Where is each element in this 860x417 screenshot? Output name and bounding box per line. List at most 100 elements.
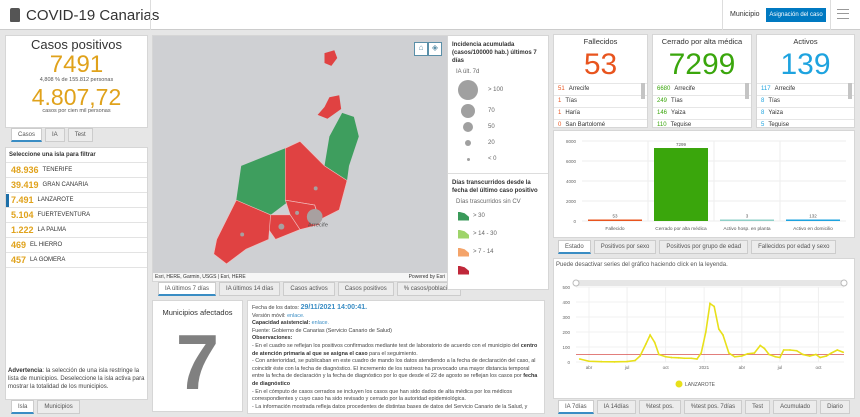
island-item[interactable]: 48.936 TENERIFE: [6, 163, 147, 178]
municipio-row[interactable]: 0 San Bartolomé: [554, 120, 647, 127]
scrollbar[interactable]: [745, 83, 749, 99]
menu-icon[interactable]: [837, 9, 849, 19]
activos-card: Activos 139 117 Arrecife 8 Tías 8 Yaiza 5 Teguise: [756, 34, 855, 128]
layers-icon[interactable]: ◈: [428, 42, 442, 56]
line-chart-tab[interactable]: Acumulado: [773, 400, 818, 414]
municipio-row[interactable]: 110 Teguise: [653, 120, 751, 127]
home-icon[interactable]: ⌂: [414, 42, 428, 56]
map-view[interactable]: Arrecife ⌂ ◈ Esri, HERE, Garmin, USGS | …: [152, 35, 448, 282]
legend-size-item: < 0: [448, 151, 548, 167]
data-point: [753, 352, 756, 354]
bar[interactable]: [654, 148, 708, 221]
bar[interactable]: [588, 219, 642, 222]
map-region[interactable]: [236, 148, 291, 215]
bar-chart-tab[interactable]: Positivos por sexo: [593, 240, 657, 254]
island-item[interactable]: 457 LA GOMERA: [6, 253, 147, 268]
island-item[interactable]: 469 EL HIERRO: [6, 238, 147, 253]
municipio-row[interactable]: 5 Teguise: [757, 120, 854, 127]
line-chart-tab[interactable]: %test pos. 7días: [683, 400, 743, 414]
line-chart-tab[interactable]: Diario: [820, 400, 850, 414]
range-slider[interactable]: [576, 280, 844, 286]
slider-handle-left[interactable]: [572, 279, 580, 287]
map-region[interactable]: [317, 95, 342, 119]
island-item[interactable]: 5.104 FUERTEVENTURA: [6, 208, 147, 223]
cerrados-count: 7299: [668, 47, 736, 81]
fallecidos-title: Fallecidos: [583, 37, 618, 46]
tab-test[interactable]: Test: [67, 128, 93, 142]
map-tab[interactable]: Casos activos: [283, 282, 335, 296]
map-region[interactable]: [324, 50, 338, 66]
data-point: [836, 349, 839, 351]
asignacion-button[interactable]: Asignación del caso: [766, 8, 826, 22]
tab-municipios[interactable]: Municipios: [37, 400, 80, 414]
data-point: [670, 356, 673, 359]
polygon-swatch-icon: [458, 265, 469, 275]
lanzarote-map: Arrecife: [213, 50, 359, 265]
y-tick-label: 8000: [566, 139, 577, 144]
circle-icon: [458, 80, 478, 100]
x-category-label: Fallecido: [605, 226, 625, 232]
line-chart-tab[interactable]: IA 14días: [596, 400, 636, 414]
slider-handle-right[interactable]: [840, 279, 848, 287]
municipio-button[interactable]: Municipio: [730, 11, 760, 18]
map-region[interactable]: [324, 112, 359, 181]
mobile-version-link[interactable]: enlace.: [287, 312, 305, 319]
municipio-row[interactable]: 8 Tías: [757, 96, 854, 108]
island-count: 48.936: [11, 165, 39, 175]
powered-by[interactable]: Powered by Esri: [408, 274, 445, 280]
map-region[interactable]: [213, 199, 271, 265]
tab-isla[interactable]: Isla: [11, 400, 35, 414]
legend-size-item: 50: [448, 119, 548, 135]
data-point: [696, 358, 698, 360]
x-tick-label: oct: [815, 365, 822, 370]
map-tab[interactable]: % casos/población: [396, 282, 461, 296]
line-chart-tab[interactable]: %test pos.: [638, 400, 681, 414]
island-item[interactable]: 7.491 LANZAROTE: [6, 193, 147, 208]
bar-chart-tab[interactable]: Fallecidos por edad y sexo: [751, 240, 837, 254]
data-point: [600, 360, 603, 363]
incidence-circle[interactable]: [306, 208, 323, 225]
positivos-title: Casos positivos: [30, 37, 123, 52]
tab-ia[interactable]: IA: [45, 128, 65, 142]
island-count: 469: [11, 240, 27, 250]
municipio-row[interactable]: 249 Tías: [653, 96, 751, 108]
scrollbar[interactable]: [641, 83, 645, 99]
municipio-row[interactable]: 8 Yaiza: [757, 108, 854, 120]
data-point: [779, 356, 781, 359]
municipio-row[interactable]: 6680 Arrecife: [653, 84, 751, 96]
legend-marker-icon[interactable]: [675, 380, 683, 388]
municipio-row[interactable]: 51 Arrecife: [554, 84, 647, 96]
polygon-swatch-icon: [458, 211, 469, 221]
bar[interactable]: [786, 219, 840, 222]
line-chart-tab[interactable]: IA 7días: [558, 400, 594, 414]
municipio-row[interactable]: 146 Yaiza: [653, 108, 751, 120]
island-item[interactable]: 39.419 GRAN CANARIA: [6, 178, 147, 193]
capacity-link[interactable]: enlace.: [311, 320, 330, 327]
bar-chart-tab[interactable]: Positivos por grupo de edad: [659, 240, 749, 254]
data-point: [626, 360, 628, 363]
map-tab[interactable]: IA últimos 14 días: [219, 282, 281, 296]
bar[interactable]: [720, 219, 774, 222]
island-count: 7.491: [11, 195, 34, 205]
municipio-row[interactable]: 1 Tías: [554, 96, 647, 108]
series-line-lanzarote[interactable]: [579, 302, 844, 363]
municipio-row[interactable]: 117 Arrecife: [757, 84, 854, 96]
legend-label[interactable]: LANZAROTE: [685, 382, 716, 388]
app-title: COVID-19 Canarias: [26, 7, 160, 24]
map-tab[interactable]: IA últimos 7 días: [158, 282, 217, 296]
bar-chart-tab[interactable]: Estado: [558, 240, 591, 254]
data-point: [759, 344, 762, 347]
tab-casos[interactable]: Casos: [11, 128, 43, 142]
data-point: [704, 331, 707, 333]
island-count: 1.222: [11, 225, 34, 235]
scrollbar[interactable]: [848, 83, 852, 99]
x-tick-label: abr: [586, 365, 593, 370]
data-point: [709, 302, 711, 305]
data-point: [588, 360, 590, 363]
line-chart-tab[interactable]: Test: [745, 400, 771, 414]
data-point: [722, 334, 724, 336]
municipio-row[interactable]: 1 Haría: [554, 108, 647, 120]
data-point: [700, 352, 703, 354]
map-tab[interactable]: Casos positivos: [337, 282, 394, 296]
island-item[interactable]: 1.222 LA PALMA: [6, 223, 147, 238]
